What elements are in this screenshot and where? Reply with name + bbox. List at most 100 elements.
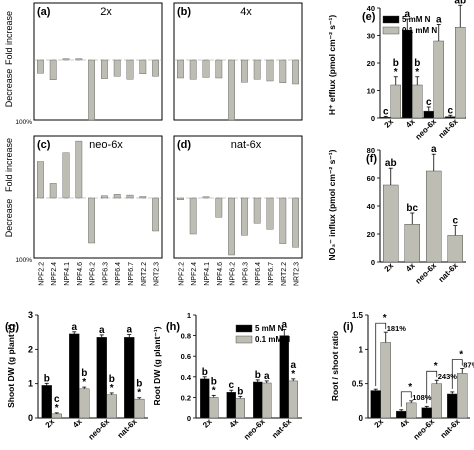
bar: [200, 378, 210, 419]
category-label: 2x: [383, 117, 396, 130]
significance-star: *: [408, 382, 412, 393]
category-label: neo-6x: [414, 261, 439, 286]
significance-letter: c: [426, 97, 432, 108]
y-tick-label: 0: [359, 414, 364, 423]
significance-letter: a: [436, 15, 442, 26]
category-label: 4x: [398, 417, 411, 430]
bar: [69, 333, 80, 419]
comparison-bracket: [375, 322, 387, 387]
bar: [152, 197, 159, 232]
significance-letter: b: [109, 374, 115, 385]
y-tick-label: 1: [187, 311, 191, 320]
category-label: 2x: [44, 417, 57, 430]
panel-label: (e): [362, 11, 376, 23]
y-tick-label: 20: [367, 230, 375, 239]
category-label: nat-6x: [439, 417, 462, 440]
bar: [139, 59, 147, 75]
significance-letter: a: [99, 325, 105, 336]
y-tick-label: 1: [359, 345, 364, 354]
panel-label: (b): [177, 6, 191, 18]
y-tick-label: 0.6: [181, 352, 191, 361]
bar: [126, 194, 134, 199]
category-label: neo-6x: [412, 417, 437, 442]
bar: [202, 59, 210, 78]
significance-letter: a: [290, 360, 296, 371]
bar: [51, 413, 62, 419]
bar: [288, 380, 298, 419]
bar: [37, 59, 44, 74]
significance-star: *: [394, 67, 398, 78]
bar: [100, 59, 108, 79]
bar: [370, 390, 381, 419]
legend-label: 5 mM N: [255, 324, 284, 333]
percent-annotation: 243%: [438, 372, 458, 381]
bar: [79, 388, 90, 419]
significance-letter: c: [452, 216, 458, 227]
panel-d: (d) nat-6x NPF2.2 NPF2.4 NPF4.1 NPF4.6 NPF6.2 N…: [173, 135, 303, 286]
gene-tick-label: NPF6.7: [128, 262, 135, 286]
bar: [421, 407, 432, 419]
plot-frame: [33, 135, 163, 259]
bar: [189, 59, 197, 80]
bar: [406, 402, 417, 419]
significance-letter: c: [228, 380, 234, 391]
bar: [215, 59, 223, 79]
bar: [279, 197, 287, 244]
tick-label-100: 100%: [15, 257, 32, 264]
significance-letter: b: [414, 58, 420, 69]
category-label: neo-6x: [242, 417, 267, 442]
bar: [226, 392, 236, 419]
bar: [380, 342, 391, 419]
bar: [262, 382, 272, 419]
panel-b: (b) 4x: [173, 2, 303, 121]
category-label: 4x: [71, 417, 84, 430]
bar: [266, 59, 274, 82]
y-axis-label: H⁺ efflux (pmol cm⁻² s⁻¹): [327, 15, 337, 116]
significance-letter: b: [255, 370, 261, 381]
y-axis-label: Root DW (g plant⁻¹): [152, 326, 162, 405]
y-tick-label: 20: [367, 59, 375, 68]
legend-swatch: [382, 26, 400, 35]
percent-annotation: 87%: [463, 361, 474, 370]
bar: [253, 59, 261, 80]
bar: [228, 197, 235, 256]
significance-letter: b: [136, 379, 142, 390]
significance-star: *: [137, 388, 141, 399]
bar: [96, 337, 107, 419]
y-tick-label: 0.2: [181, 393, 191, 402]
bar: [202, 196, 210, 199]
y-tick-label: 60: [367, 174, 375, 183]
panel-label: (g): [5, 321, 19, 333]
y-axis-label: Shoot DW (g plant⁻¹): [6, 324, 16, 408]
plot-frame: [173, 2, 303, 121]
gene-tick-label: NRT2.2: [141, 262, 148, 286]
percent-annotation: 181%: [387, 324, 407, 333]
bar: [433, 40, 444, 119]
gene-tick-label: NPF6.4: [115, 262, 122, 286]
category-label: nat-6x: [116, 417, 139, 440]
gene-tick-label: NPF6.3: [102, 262, 109, 286]
gene-tick-label: NPF2.4: [51, 262, 58, 286]
bar: [209, 397, 219, 419]
panel-label: (h): [166, 321, 180, 333]
significance-letter: b: [211, 376, 217, 387]
legend-label: 0.1 mM N: [402, 26, 437, 35]
bar: [402, 29, 413, 119]
significance-letter: a: [431, 144, 437, 155]
legend-label: 5 mM N: [402, 15, 431, 24]
bar: [88, 59, 96, 121]
significance-letter: ab: [454, 0, 466, 6]
panel-a: (a) 2x 100%: [15, 2, 163, 126]
category-label: nat-6x: [270, 417, 293, 440]
plot-frame: [33, 2, 163, 121]
significance-letter: b: [202, 367, 208, 378]
category-label: neo-6x: [414, 117, 439, 142]
gene-tick-label: NPF6.3: [242, 262, 249, 286]
significance-letter: a: [404, 9, 410, 20]
panel-c: (c) neo-6x 100% NPF2.2 NPF2.4 NPF4.1 NPF4.6 NPF…: [15, 135, 163, 286]
bar: [189, 197, 197, 235]
y-axis-label: NO₃⁻ influx (pmol cm⁻² s⁻¹): [327, 149, 337, 260]
gene-tick-label: NPF6.4: [255, 262, 262, 286]
